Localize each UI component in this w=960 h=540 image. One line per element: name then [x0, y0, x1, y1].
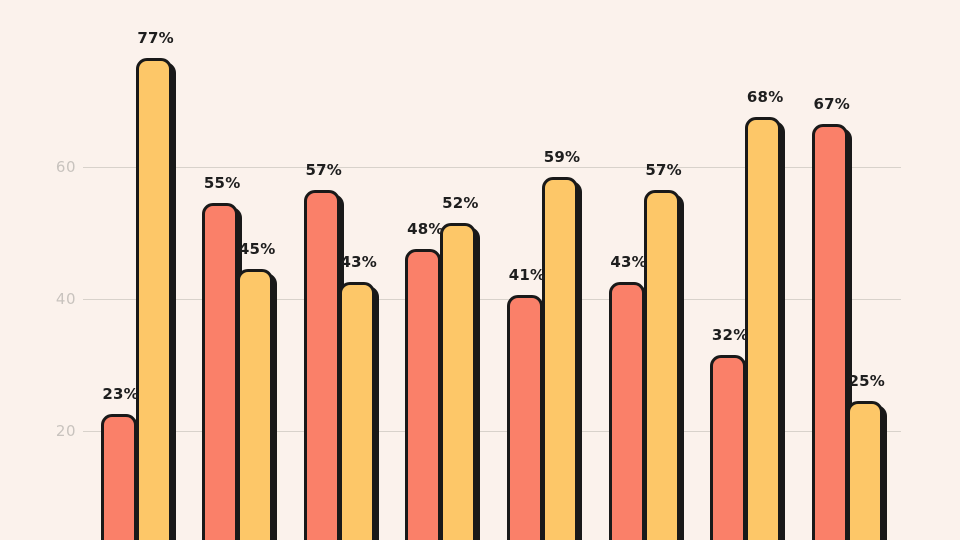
- data-label-amber-series-4: 52%: [442, 193, 479, 212]
- data-label-coral-series-6: 43%: [610, 253, 647, 272]
- bar-coral-series-7: [710, 354, 747, 540]
- gridline-20: [83, 430, 901, 432]
- data-label-amber-series-5: 59%: [543, 147, 581, 166]
- y-tick-label-40: 40: [55, 289, 76, 308]
- data-label-amber-series-7: 68%: [746, 88, 784, 107]
- bar-amber-series-3: [338, 282, 375, 540]
- gridline-40: [83, 298, 901, 300]
- data-label-coral-series-7: 32%: [711, 325, 749, 344]
- data-label-coral-series-5: 41%: [508, 266, 546, 285]
- data-label-amber-series-6: 57%: [645, 160, 682, 179]
- y-tick-label-20: 20: [55, 421, 76, 440]
- data-label-coral-series-4: 48%: [407, 220, 444, 239]
- bar-amber-series-7: [745, 117, 782, 540]
- data-label-amber-series-2: 45%: [238, 240, 276, 258]
- bar-coral-series-3: [303, 189, 340, 540]
- bar-amber-series-5: [542, 176, 578, 540]
- bar-coral-series-5: [507, 295, 543, 540]
- bar-coral-series-4: [405, 249, 442, 540]
- data-label-coral-series-1: 23%: [102, 385, 139, 404]
- data-label-coral-series-2: 55%: [203, 174, 241, 192]
- y-tick-label-60: 60: [55, 157, 76, 176]
- bar-coral-series-2: [202, 203, 239, 540]
- bar-amber-series-2: [237, 269, 274, 540]
- data-label-amber-series-3: 43%: [340, 253, 378, 272]
- data-label-coral-series-8: 67%: [813, 94, 851, 113]
- bar-amber-series-1: [135, 57, 172, 540]
- bar-amber-series-8: [846, 401, 883, 540]
- bar-coral-series-6: [608, 282, 645, 540]
- data-label-amber-series-8: 25%: [848, 372, 886, 390]
- bar-amber-series-4: [440, 222, 477, 540]
- bar-coral-series-8: [811, 123, 848, 540]
- bar-coral-series-1: [100, 414, 137, 540]
- data-label-coral-series-3: 57%: [305, 160, 343, 179]
- gridline-60: [83, 166, 901, 168]
- data-label-amber-series-1: 77%: [137, 28, 174, 47]
- bar-amber-series-6: [643, 189, 680, 540]
